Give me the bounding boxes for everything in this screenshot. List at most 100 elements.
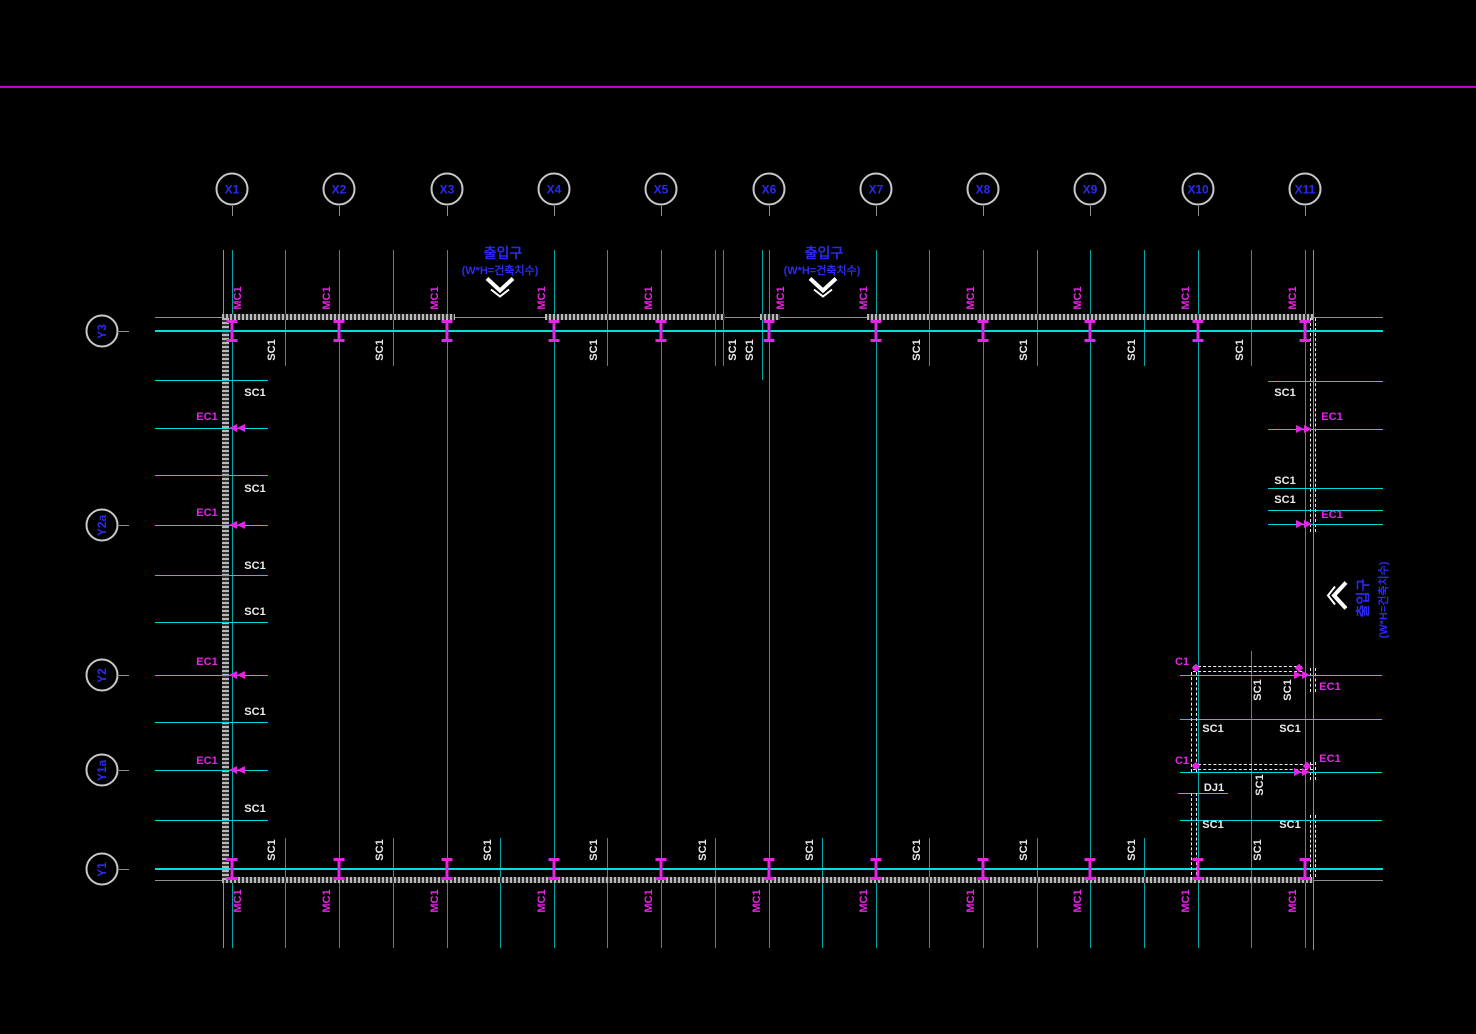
bubble-stem (769, 206, 770, 216)
bottom-wall-hatch (222, 877, 1313, 883)
column-marker (977, 858, 989, 880)
dim-arrow (1296, 425, 1304, 433)
column-marker (1084, 858, 1096, 880)
bubble-stem (339, 206, 340, 216)
entrance-size-note: (W*H=건축치수) (1378, 561, 1390, 639)
member-label-dj1: DJ1 (1203, 782, 1225, 794)
column-marker (655, 320, 667, 342)
grid-bubble-label: X10 (1187, 182, 1209, 196)
stud-line (1144, 838, 1145, 948)
dim-arrow (1302, 768, 1310, 776)
door-line-dj1 (1178, 793, 1228, 794)
grid-bubble-label: X4 (546, 182, 562, 196)
stud-line (715, 250, 716, 366)
stud-line (285, 250, 286, 366)
member-label-sc1: SC1 (727, 339, 739, 361)
stud-line (500, 838, 501, 948)
member-label-sc1: SC1 (1282, 679, 1294, 701)
stud-line (607, 838, 608, 948)
girt-line (155, 428, 268, 429)
girt-line-y2 (1180, 675, 1382, 676)
grid-bubble-y3: Y3 (85, 314, 119, 348)
member-label-mc1: MC1 (858, 889, 870, 913)
member-label-sc1: SC1 (1252, 679, 1264, 701)
member-label-mc1: MC1 (1180, 889, 1192, 913)
bubble-stem (1198, 206, 1199, 216)
member-label-mc1: MC1 (232, 286, 244, 310)
member-label-sc1: SC1 (374, 839, 386, 861)
member-label-mc1: MC1 (1072, 286, 1084, 310)
stud-line (929, 838, 930, 948)
entrance-title: 출입구 (804, 245, 844, 261)
grid-bubble-label: X8 (975, 182, 991, 196)
girt-line (155, 575, 268, 576)
member-label-sc1: SC1 (588, 839, 600, 861)
grid-line-x5 (661, 250, 662, 948)
dim-arrow (1296, 520, 1304, 528)
grid-bubble-label: X5 (653, 182, 669, 196)
member-label-sc1: SC1 (588, 339, 600, 361)
entrance-title: 출입구 (1355, 578, 1371, 618)
grid-line-x1 (232, 250, 233, 948)
stud-line (1037, 250, 1038, 366)
bubble-stem (119, 869, 129, 870)
member-label-sc1: SC1 (1126, 339, 1138, 361)
member-label-sc1: SC1 (1018, 339, 1030, 361)
girt-line-y2 (155, 675, 268, 676)
partition-wall (1193, 666, 1302, 672)
girt-line (1180, 820, 1382, 821)
grid-bubble-label: X9 (1082, 182, 1098, 196)
member-label-mc1: MC1 (1287, 889, 1299, 913)
entrance-arrow-down-icon (485, 277, 515, 304)
member-label-sc1: SC1 (1274, 494, 1296, 506)
member-label-sc1: SC1 (482, 839, 494, 861)
bubble-stem (447, 206, 448, 216)
grid-bubble-x3: X3 (430, 172, 464, 206)
column-marker (870, 320, 882, 342)
member-label-ec1: EC1 (196, 507, 218, 519)
dim-arrow (237, 424, 245, 432)
grid-bubble-y1a: Y1a (85, 753, 119, 787)
dim-arrow (1304, 520, 1312, 528)
column-marker (333, 858, 345, 880)
bubble-stem (1090, 206, 1091, 216)
stud-line (1251, 250, 1252, 366)
grid-line-x7 (876, 250, 877, 948)
bubble-stem (232, 206, 233, 216)
girt-line (1268, 524, 1383, 525)
member-label-sc1: SC1 (1202, 723, 1224, 735)
member-label-sc1: SC1 (1274, 475, 1296, 487)
member-label-sc1: SC1 (244, 606, 266, 618)
member-label-mc1: MC1 (536, 889, 548, 913)
grid-line-x4 (554, 250, 555, 948)
girt-line (1268, 429, 1383, 430)
member-label-mc1: MC1 (643, 286, 655, 310)
column-marker (1192, 320, 1204, 342)
sheet-separator-line (0, 86, 1476, 88)
partition-wall (1191, 672, 1197, 772)
stud-line (607, 250, 608, 366)
member-label-c1: C1 (1174, 755, 1190, 767)
column-marker (548, 320, 560, 342)
member-label-sc1: SC1 (244, 387, 266, 399)
stud-line (929, 250, 930, 366)
column-marker (226, 320, 238, 342)
grid-bubble-y2a: Y2a (85, 508, 119, 542)
column-marker (1084, 320, 1096, 342)
member-label-c1: C1 (1174, 656, 1190, 668)
grid-bubble-x1: X1 (215, 172, 249, 206)
column-marker (1299, 320, 1311, 342)
member-label-sc1: SC1 (244, 706, 266, 718)
member-label-sc1: SC1 (244, 560, 266, 572)
grid-bubble-x4: X4 (537, 172, 571, 206)
dim-arrow (1294, 671, 1302, 679)
bubble-stem (119, 770, 129, 771)
column-marker (441, 320, 453, 342)
grid-line-x8 (983, 250, 984, 948)
stud-line (1144, 250, 1145, 366)
member-label-sc1: SC1 (911, 839, 923, 861)
grid-bubble-y1: Y1 (85, 852, 119, 886)
column-marker (763, 320, 775, 342)
member-label-sc1: SC1 (804, 839, 816, 861)
